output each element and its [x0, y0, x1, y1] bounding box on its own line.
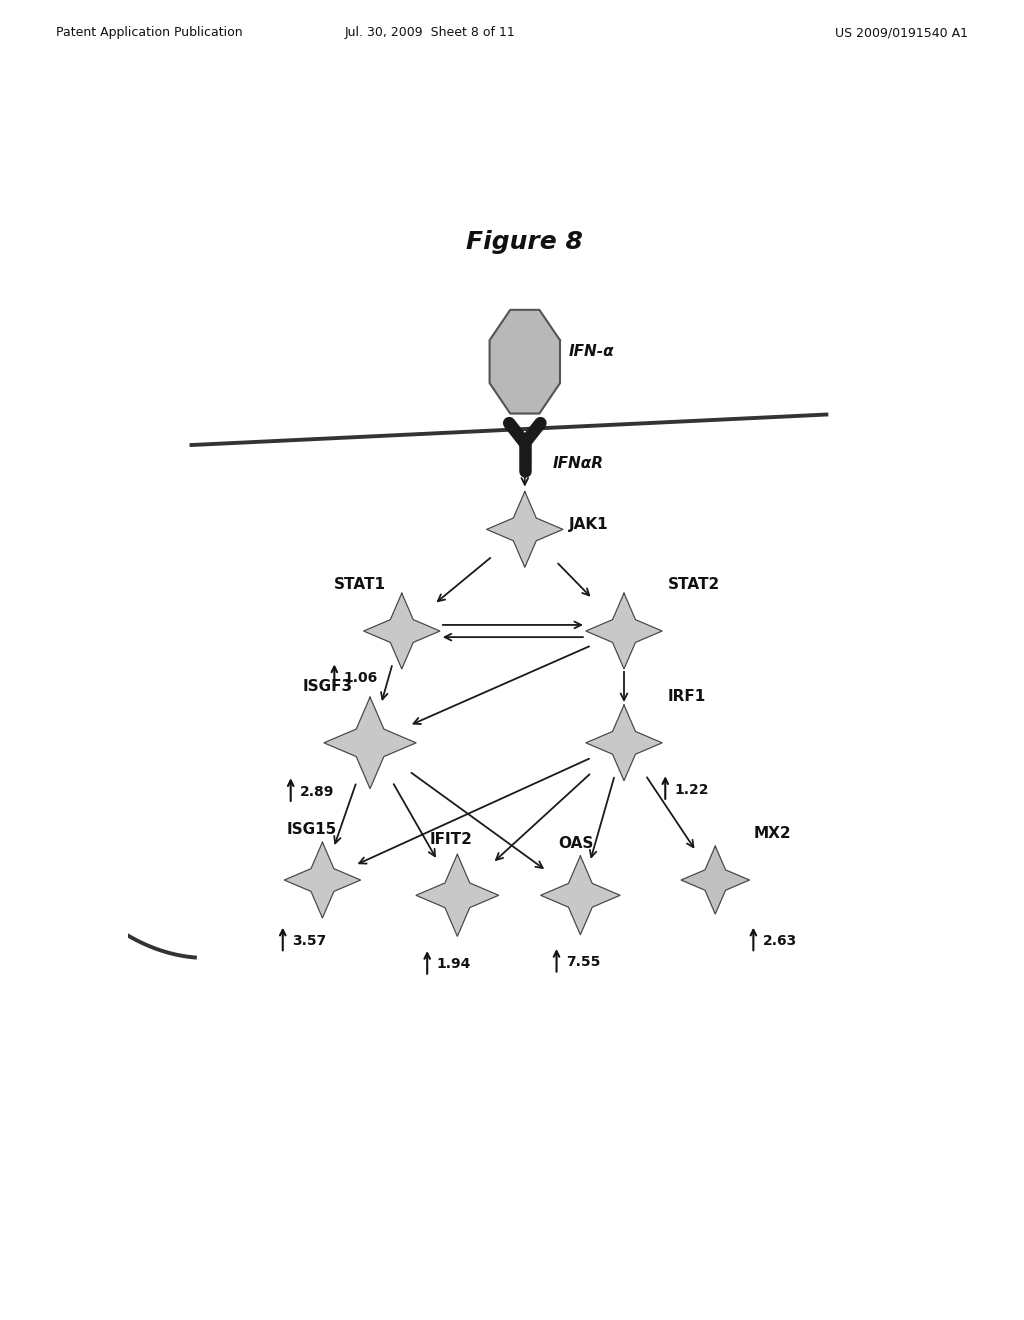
Polygon shape: [364, 593, 440, 669]
Polygon shape: [486, 491, 563, 568]
Polygon shape: [285, 842, 360, 917]
Text: IFNαR: IFNαR: [553, 455, 603, 471]
Text: IRF1: IRF1: [668, 689, 706, 704]
Text: 2.89: 2.89: [300, 784, 335, 799]
Polygon shape: [681, 846, 750, 913]
Text: 3.57: 3.57: [292, 935, 327, 948]
Text: STAT2: STAT2: [668, 577, 720, 593]
Text: US 2009/0191540 A1: US 2009/0191540 A1: [835, 26, 968, 40]
Polygon shape: [489, 310, 560, 413]
Text: STAT1: STAT1: [334, 577, 386, 593]
Polygon shape: [416, 854, 499, 936]
Text: 2.63: 2.63: [763, 935, 797, 948]
Text: 7.55: 7.55: [566, 956, 600, 969]
Text: 1.94: 1.94: [436, 957, 471, 972]
Text: IFN-α: IFN-α: [568, 345, 614, 359]
Polygon shape: [324, 697, 416, 788]
Text: MX2: MX2: [754, 826, 791, 841]
Text: ISG15: ISG15: [287, 822, 337, 837]
Text: IFIT2: IFIT2: [430, 832, 472, 846]
Text: JAK1: JAK1: [568, 517, 608, 532]
Text: Jul. 30, 2009  Sheet 8 of 11: Jul. 30, 2009 Sheet 8 of 11: [345, 26, 515, 40]
Text: Figure 8: Figure 8: [466, 230, 584, 253]
Text: 1.06: 1.06: [344, 671, 378, 685]
Polygon shape: [586, 593, 663, 669]
Polygon shape: [541, 855, 620, 935]
Text: ISGF3: ISGF3: [303, 678, 352, 694]
Text: Patent Application Publication: Patent Application Publication: [56, 26, 243, 40]
Text: OAS: OAS: [558, 836, 594, 850]
Polygon shape: [586, 705, 663, 780]
Text: 1.22: 1.22: [675, 783, 710, 796]
